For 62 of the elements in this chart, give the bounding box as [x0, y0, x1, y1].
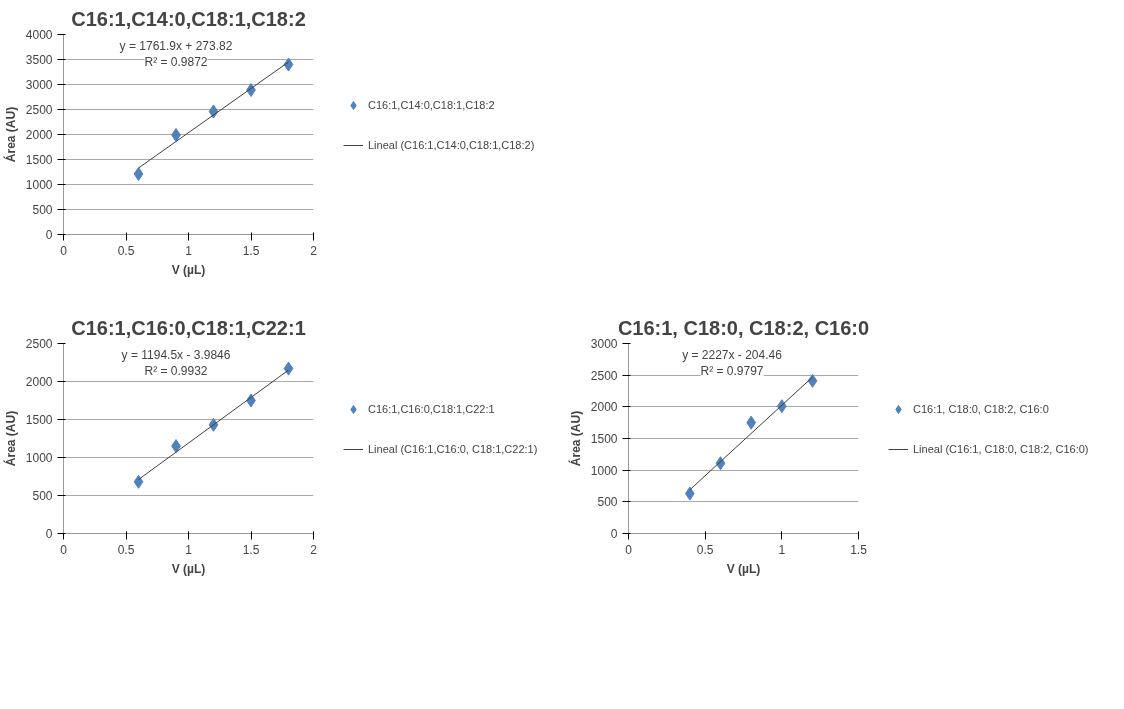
annotation: y = 1194.5x - 3.9846 [121, 347, 231, 362]
x-tick-label: 0 [60, 542, 68, 557]
x-tick-label: 0.5 [117, 243, 135, 258]
x-tick-label: 1 [185, 243, 193, 258]
y-tick-label: 2500 [25, 103, 53, 117]
annotation: R² = 0.9932 [144, 363, 208, 378]
x-tick-label: 0.5 [696, 542, 714, 557]
y-tick-label: 500 [32, 203, 53, 217]
x-tick-label: 1.5 [242, 243, 260, 258]
legend-label: C16:1, C18:0, C18:2, C16:0 [913, 402, 1049, 415]
x-tick-label: 0 [625, 542, 633, 557]
point [133, 474, 144, 489]
legend-label: Lineal (C16:1,C16:0, C18:1,C22:1) [368, 442, 538, 455]
y-tick-label: 1500 [25, 413, 53, 427]
y-tick-label: 4000 [25, 28, 53, 42]
point [283, 361, 294, 376]
legend-label: Lineal (C16:1,C14:0,C18:1,C18:2) [368, 138, 535, 151]
y-tick-label: 2000 [25, 128, 53, 142]
point [283, 57, 294, 72]
y-tick-label: 3000 [590, 337, 618, 351]
x-tick-label: 1.5 [850, 542, 868, 557]
annotation: R² = 0.9872 [144, 54, 208, 69]
y-tick-label: 2000 [590, 400, 618, 415]
y-axis-title: Área (AU) [2, 410, 18, 467]
y-axis-title: Área (AU) [567, 410, 583, 467]
y-tick-label: 2000 [25, 375, 53, 389]
annotation: R² = 0.9797 [700, 363, 764, 378]
x-tick-label: 2 [310, 542, 318, 557]
y-tick-label: 500 [32, 489, 53, 503]
x-tick-label: 2 [310, 243, 318, 258]
y-tick-label: 1000 [25, 178, 53, 192]
x-axis-title: V (µL) [171, 262, 206, 277]
y-tick-label: 0 [45, 527, 53, 541]
legend-label: C16:1,C14:0,C18:1,C18:2 [368, 98, 495, 111]
annotation: y = 2227x - 204.46 [682, 347, 783, 362]
y-tick-label: 1500 [590, 432, 618, 446]
point [171, 128, 181, 142]
y-tick-label: 0 [610, 527, 618, 541]
y-tick-label: 1000 [590, 463, 618, 478]
annotation: y = 1761.9x + 273.82 [119, 38, 233, 53]
x-tick-label: 1 [778, 542, 786, 557]
x-axis-title: V (µL) [171, 561, 206, 576]
y-tick-label: 3000 [25, 78, 53, 92]
legend-label: Lineal (C16:1, C18:0, C18:2, C16:0) [913, 442, 1089, 455]
x-tick-label: 0.5 [117, 542, 135, 557]
chart-title: C16:1,C16:0,C18:1,C22:1 [71, 316, 306, 339]
x-tick-label: 0 [60, 243, 68, 258]
y-tick-label: 2500 [590, 368, 618, 383]
x-axis-title: V (µL) [726, 561, 761, 576]
y-tick-label: 1000 [25, 451, 53, 465]
x-tick-label: 1.5 [242, 542, 260, 557]
chart-title: C16:1,C14:0,C18:1,C18:2 [71, 7, 306, 30]
legend-label: C16:1,C16:0,C18:1,C22:1 [368, 402, 495, 415]
y-tick-label: 2500 [25, 337, 53, 351]
x-tick-label: 1 [185, 542, 193, 557]
chart-title: C16:1, C18:0, C18:2, C16:0 [617, 316, 870, 339]
y-tick-label: 3500 [25, 53, 53, 67]
y-tick-label: 1500 [25, 153, 53, 167]
point [133, 167, 144, 181]
y-tick-label: 0 [45, 228, 53, 242]
y-tick-label: 500 [597, 495, 618, 510]
y-axis-title: Área (AU) [2, 106, 18, 163]
